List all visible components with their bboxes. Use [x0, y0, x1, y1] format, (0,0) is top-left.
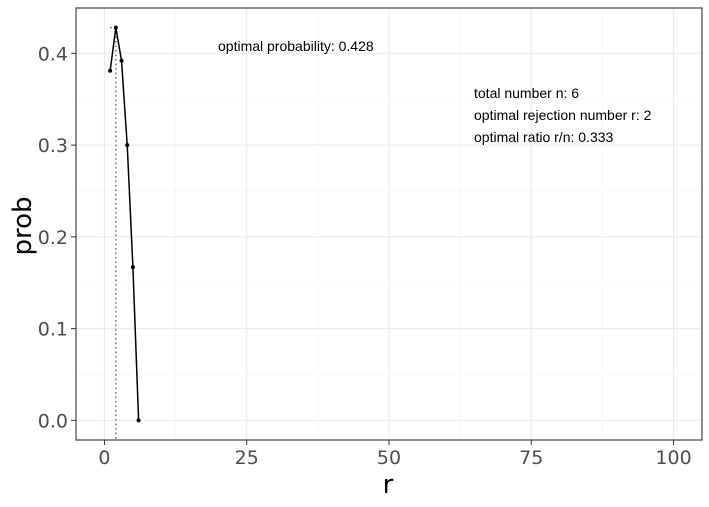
total-number-annotation: total number n: 6 [474, 85, 579, 101]
y-tick-label: 0.0 [38, 410, 68, 432]
y-tick-label: 0.2 [38, 227, 68, 249]
data-point [119, 58, 124, 63]
major-gridlines [76, 8, 702, 440]
y-tick-label: 0.4 [38, 43, 68, 65]
x-axis-title: r [383, 470, 394, 500]
data-point [125, 143, 130, 148]
x-tick-label: 0 [98, 447, 110, 469]
y-axis-title: prob [8, 196, 38, 255]
x-tick-label: 100 [655, 447, 691, 469]
y-tick-label: 0.1 [38, 319, 68, 341]
data-point [130, 265, 135, 270]
series-line [109, 27, 140, 421]
optimal-ratio-annotation: optimal ratio r/n: 0.333 [474, 129, 614, 145]
data-point [113, 25, 118, 30]
series-group [108, 25, 141, 423]
data-point [108, 68, 113, 73]
x-tick-label: 25 [235, 447, 259, 469]
x-tick-label: 50 [377, 447, 401, 469]
x-tick-label: 75 [519, 447, 543, 469]
axis-ticks [71, 52, 675, 445]
y-tick-label: 0.3 [38, 135, 68, 157]
optimal-rejection-annotation: optimal rejection number r: 2 [474, 107, 652, 123]
optimal-probability-annotation: optimal probability: 0.428 [218, 38, 374, 54]
data-point [136, 418, 141, 423]
tick-labels: 0 25 50 75 100 0.0 0.1 0.2 0.3 0.4 [38, 43, 692, 469]
optimal-marker-lines [110, 26, 117, 440]
